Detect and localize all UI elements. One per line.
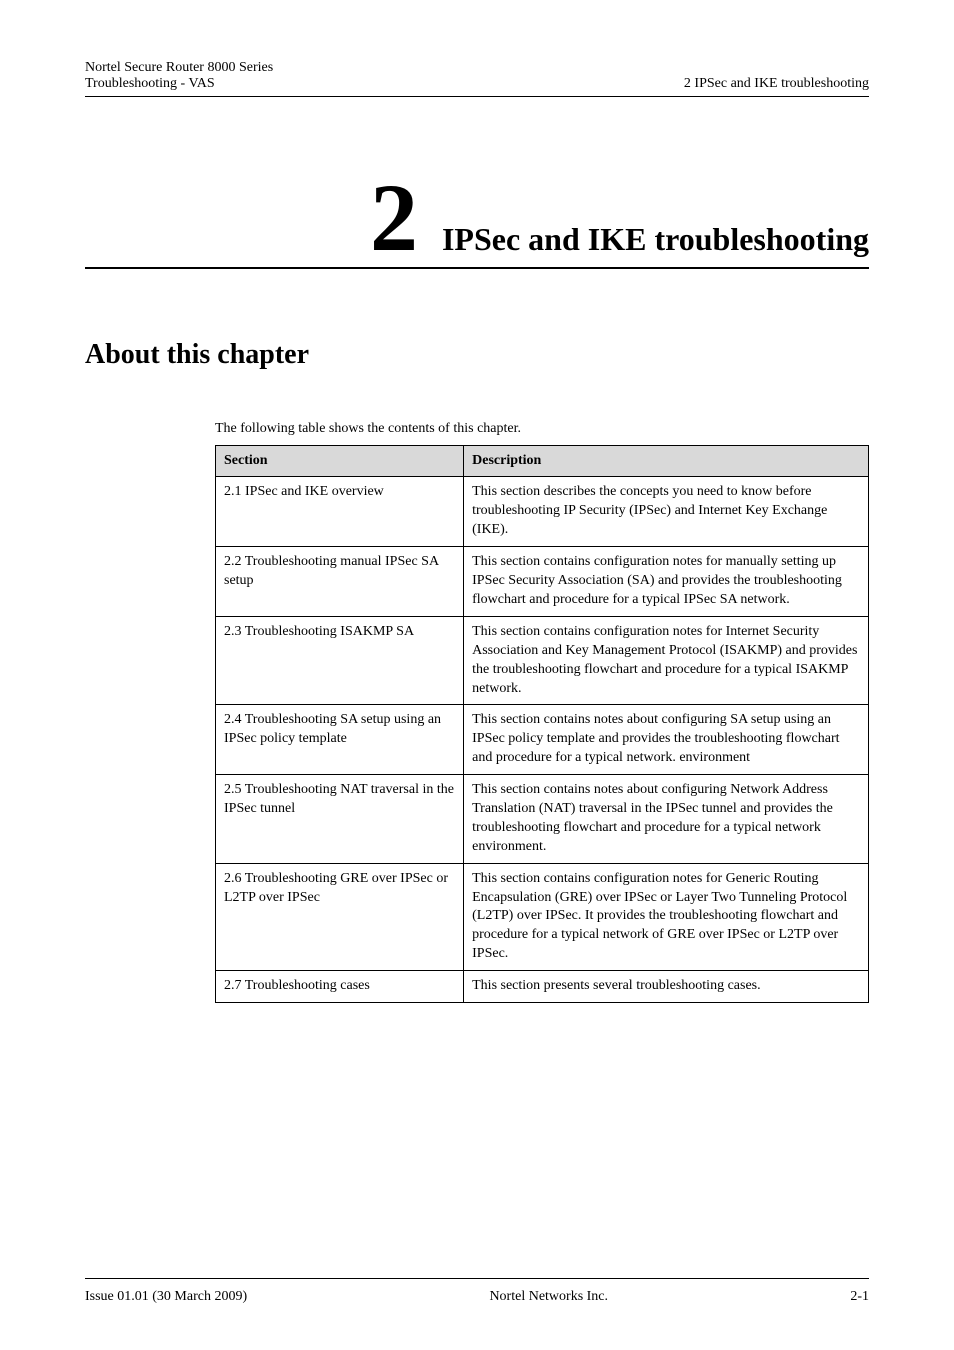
table-row: 2.5 Troubleshooting NAT traversal in the… xyxy=(216,775,869,864)
table-cell-section: 2.5 Troubleshooting NAT traversal in the… xyxy=(216,775,464,864)
header-right: 2 IPSec and IKE troubleshooting xyxy=(684,60,869,92)
header-left: Nortel Secure Router 8000 Series Trouble… xyxy=(85,60,273,92)
table-header-description: Description xyxy=(464,445,869,477)
contents-table: Section Description 2.1 IPSec and IKE ov… xyxy=(215,445,869,1003)
footer-right: 2-1 xyxy=(850,1289,869,1305)
header-line2-right: 2 IPSec and IKE troubleshooting xyxy=(684,76,869,92)
table-cell-description: This section presents several troublesho… xyxy=(464,971,869,1003)
table-cell-description: This section contains configuration note… xyxy=(464,547,869,617)
chapter-number: 2 xyxy=(370,177,418,259)
table-row: 2.3 Troubleshooting ISAKMP SA This secti… xyxy=(216,616,869,705)
footer-left: Issue 01.01 (30 March 2009) xyxy=(85,1289,247,1305)
intro-text: The following table shows the contents o… xyxy=(215,421,869,437)
table-cell-section: 2.4 Troubleshooting SA setup using an IP… xyxy=(216,705,464,775)
table-cell-section: 2.1 IPSec and IKE overview xyxy=(216,477,464,547)
table-cell-section: 2.2 Troubleshooting manual IPSec SA setu… xyxy=(216,547,464,617)
header-line1-left: Nortel Secure Router 8000 Series xyxy=(85,60,273,76)
chapter-title: IPSec and IKE troubleshooting xyxy=(442,221,869,258)
page-header: Nortel Secure Router 8000 Series Trouble… xyxy=(85,60,869,97)
table-cell-description: This section contains notes about config… xyxy=(464,705,869,775)
table-cell-description: This section contains notes about config… xyxy=(464,775,869,864)
table-cell-section: 2.3 Troubleshooting ISAKMP SA xyxy=(216,616,464,705)
header-line2-left: Troubleshooting - VAS xyxy=(85,76,273,92)
table-row: 2.4 Troubleshooting SA setup using an IP… xyxy=(216,705,869,775)
table-header-row: Section Description xyxy=(216,445,869,477)
table-row: 2.7 Troubleshooting cases This section p… xyxy=(216,971,869,1003)
table-cell-description: This section contains configuration note… xyxy=(464,863,869,970)
footer-center: Nortel Networks Inc. xyxy=(489,1289,608,1305)
section-heading: About this chapter xyxy=(85,339,869,371)
table-row: 2.2 Troubleshooting manual IPSec SA setu… xyxy=(216,547,869,617)
page-footer: Issue 01.01 (30 March 2009) Nortel Netwo… xyxy=(85,1278,869,1305)
table-header-section: Section xyxy=(216,445,464,477)
content-area: The following table shows the contents o… xyxy=(215,421,869,1003)
table-row: 2.6 Troubleshooting GRE over IPSec or L2… xyxy=(216,863,869,970)
table-cell-section: 2.7 Troubleshooting cases xyxy=(216,971,464,1003)
table-cell-description: This section contains configuration note… xyxy=(464,616,869,705)
table-row: 2.1 IPSec and IKE overview This section … xyxy=(216,477,869,547)
header-line1-right xyxy=(684,60,869,76)
table-cell-description: This section describes the concepts you … xyxy=(464,477,869,547)
table-cell-section: 2.6 Troubleshooting GRE over IPSec or L2… xyxy=(216,863,464,970)
chapter-title-container: 2 IPSec and IKE troubleshooting xyxy=(85,177,869,269)
